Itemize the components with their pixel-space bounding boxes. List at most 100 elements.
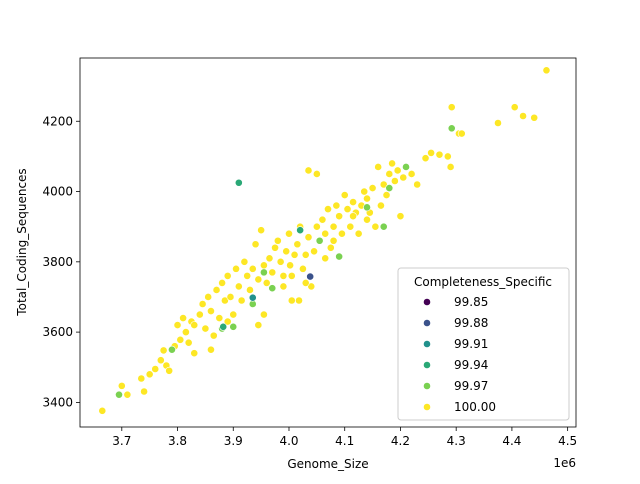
data-point	[340, 191, 349, 199]
data-point	[151, 365, 160, 373]
data-point	[407, 170, 416, 178]
data-point	[215, 314, 224, 322]
data-point	[234, 282, 243, 291]
data-point	[262, 279, 271, 287]
data-point	[349, 212, 357, 221]
data-point	[279, 282, 288, 291]
data-point	[368, 184, 377, 192]
legend-label: 99.94	[454, 358, 488, 372]
data-point	[219, 322, 228, 331]
data-point	[446, 163, 455, 171]
x-tick-label: 4.4	[502, 434, 521, 448]
data-point	[273, 236, 282, 245]
data-point	[276, 257, 285, 266]
data-point	[304, 233, 313, 242]
data-point	[184, 338, 193, 347]
data-point	[168, 345, 176, 354]
data-point	[237, 296, 246, 305]
data-point	[335, 212, 344, 221]
data-point	[282, 247, 291, 256]
data-point	[301, 279, 310, 287]
data-point	[519, 112, 527, 120]
data-point	[343, 205, 352, 214]
data-point	[229, 322, 238, 331]
data-point	[457, 129, 466, 138]
data-point	[201, 324, 210, 333]
legend-marker	[423, 340, 431, 348]
data-point	[254, 275, 263, 284]
data-point	[156, 356, 165, 365]
y-tick-label: 3800	[42, 255, 73, 269]
data-point	[260, 310, 268, 319]
data-point	[260, 268, 268, 277]
data-point	[98, 406, 107, 415]
data-point	[159, 346, 168, 355]
data-point	[115, 390, 123, 399]
data-point	[306, 272, 315, 281]
data-point	[310, 247, 318, 256]
data-point	[173, 321, 182, 329]
legend-title: Completeness_Specific	[414, 275, 552, 289]
data-point	[301, 250, 310, 259]
data-point	[329, 222, 338, 231]
data-point	[190, 349, 199, 358]
data-point	[209, 331, 218, 340]
data-point	[268, 284, 277, 293]
data-point	[427, 148, 435, 157]
data-point	[307, 282, 316, 291]
data-point	[243, 271, 252, 280]
data-point	[329, 236, 338, 245]
x-axis: 3.7 3.8 3.9 4.0 4.1 4.2 4.3 4.4 4.5	[112, 427, 577, 448]
data-point	[117, 381, 126, 390]
data-point	[287, 271, 296, 280]
data-point	[226, 293, 235, 301]
x-tick-label: 4.5	[558, 434, 577, 448]
data-point	[223, 271, 232, 280]
data-point	[279, 271, 288, 280]
x-tick-label: 3.7	[112, 434, 131, 448]
data-point	[137, 374, 146, 383]
data-point	[145, 370, 154, 379]
x-tick-label: 4.3	[447, 434, 466, 448]
data-point	[165, 366, 174, 375]
data-point	[321, 229, 330, 238]
legend-label: 99.85	[454, 295, 488, 309]
data-point	[190, 321, 199, 329]
x-tick-label: 4.2	[391, 434, 410, 448]
data-point	[295, 296, 303, 305]
y-axis-label: Total_Coding_Sequences	[15, 168, 29, 316]
data-point	[290, 250, 299, 259]
data-point	[140, 387, 148, 396]
data-point	[385, 184, 394, 192]
legend-label: 99.91	[454, 337, 488, 351]
data-point	[304, 166, 313, 175]
data-point	[229, 310, 238, 319]
data-point	[335, 252, 344, 261]
data-point	[286, 261, 294, 270]
data-point	[360, 187, 369, 196]
data-point	[346, 222, 355, 231]
data-point	[338, 229, 346, 238]
x-tick-label: 3.8	[168, 434, 187, 448]
data-point	[435, 150, 444, 159]
data-point	[388, 159, 396, 168]
data-point	[198, 300, 207, 308]
data-point	[312, 170, 321, 178]
legend-marker	[423, 361, 431, 369]
data-point	[293, 240, 302, 249]
data-point	[232, 264, 240, 273]
data-point	[207, 307, 215, 315]
x-axis-label: Genome_Size	[287, 457, 368, 471]
data-point	[176, 335, 185, 344]
data-point	[204, 293, 213, 301]
data-point	[447, 103, 456, 112]
data-point	[296, 226, 305, 235]
data-point	[248, 293, 257, 302]
legend: Completeness_Specific 99.8599.8899.9199.…	[397, 267, 570, 421]
data-point	[299, 264, 307, 273]
data-point	[195, 310, 204, 319]
legend-label: 99.97	[454, 379, 488, 393]
data-point	[260, 261, 268, 270]
